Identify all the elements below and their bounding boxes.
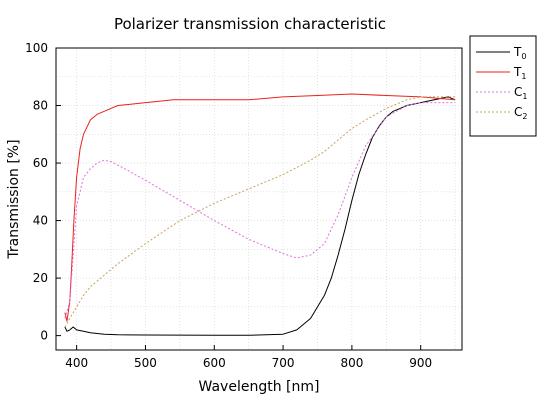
- axis-ticks: 400 500 600 700 800 900 0 20 40 60 80 100: [25, 41, 432, 370]
- y-tick-label: 0: [40, 329, 48, 343]
- series-lines: [64, 93, 456, 336]
- plot-frame: [55, 47, 463, 351]
- y-tick-label: 100: [25, 41, 48, 55]
- series-line-t0: [64, 96, 456, 336]
- series-line-c2: [64, 96, 456, 328]
- x-tick-label: 600: [203, 356, 226, 370]
- legend: T0 T1 C1 C2: [469, 35, 537, 137]
- y-tick-label: 40: [33, 214, 48, 228]
- grid: [56, 48, 462, 350]
- x-tick-label: 700: [272, 356, 295, 370]
- y-tick-label: 80: [33, 99, 48, 113]
- chart-title: Polarizer transmission characteristic: [114, 15, 386, 33]
- y-axis-label: Transmission [%]: [6, 139, 22, 259]
- legend-label-c2: C2: [514, 105, 527, 121]
- x-tick-label: 800: [340, 356, 363, 370]
- x-tick-label: 900: [409, 356, 432, 370]
- legend-label-t1: T1: [513, 65, 526, 81]
- y-tick-label: 60: [33, 156, 48, 170]
- x-tick-label: 400: [65, 356, 88, 370]
- series-line-c1: [64, 102, 456, 319]
- legend-label-c1: C1: [514, 85, 527, 101]
- y-tick-label: 20: [33, 271, 48, 285]
- x-axis-label: Wavelength [nm]: [199, 379, 320, 395]
- legend-box: [469, 35, 537, 137]
- legend-label-t0: T0: [513, 45, 526, 61]
- series-line-t1: [64, 93, 456, 322]
- x-tick-label: 500: [134, 356, 157, 370]
